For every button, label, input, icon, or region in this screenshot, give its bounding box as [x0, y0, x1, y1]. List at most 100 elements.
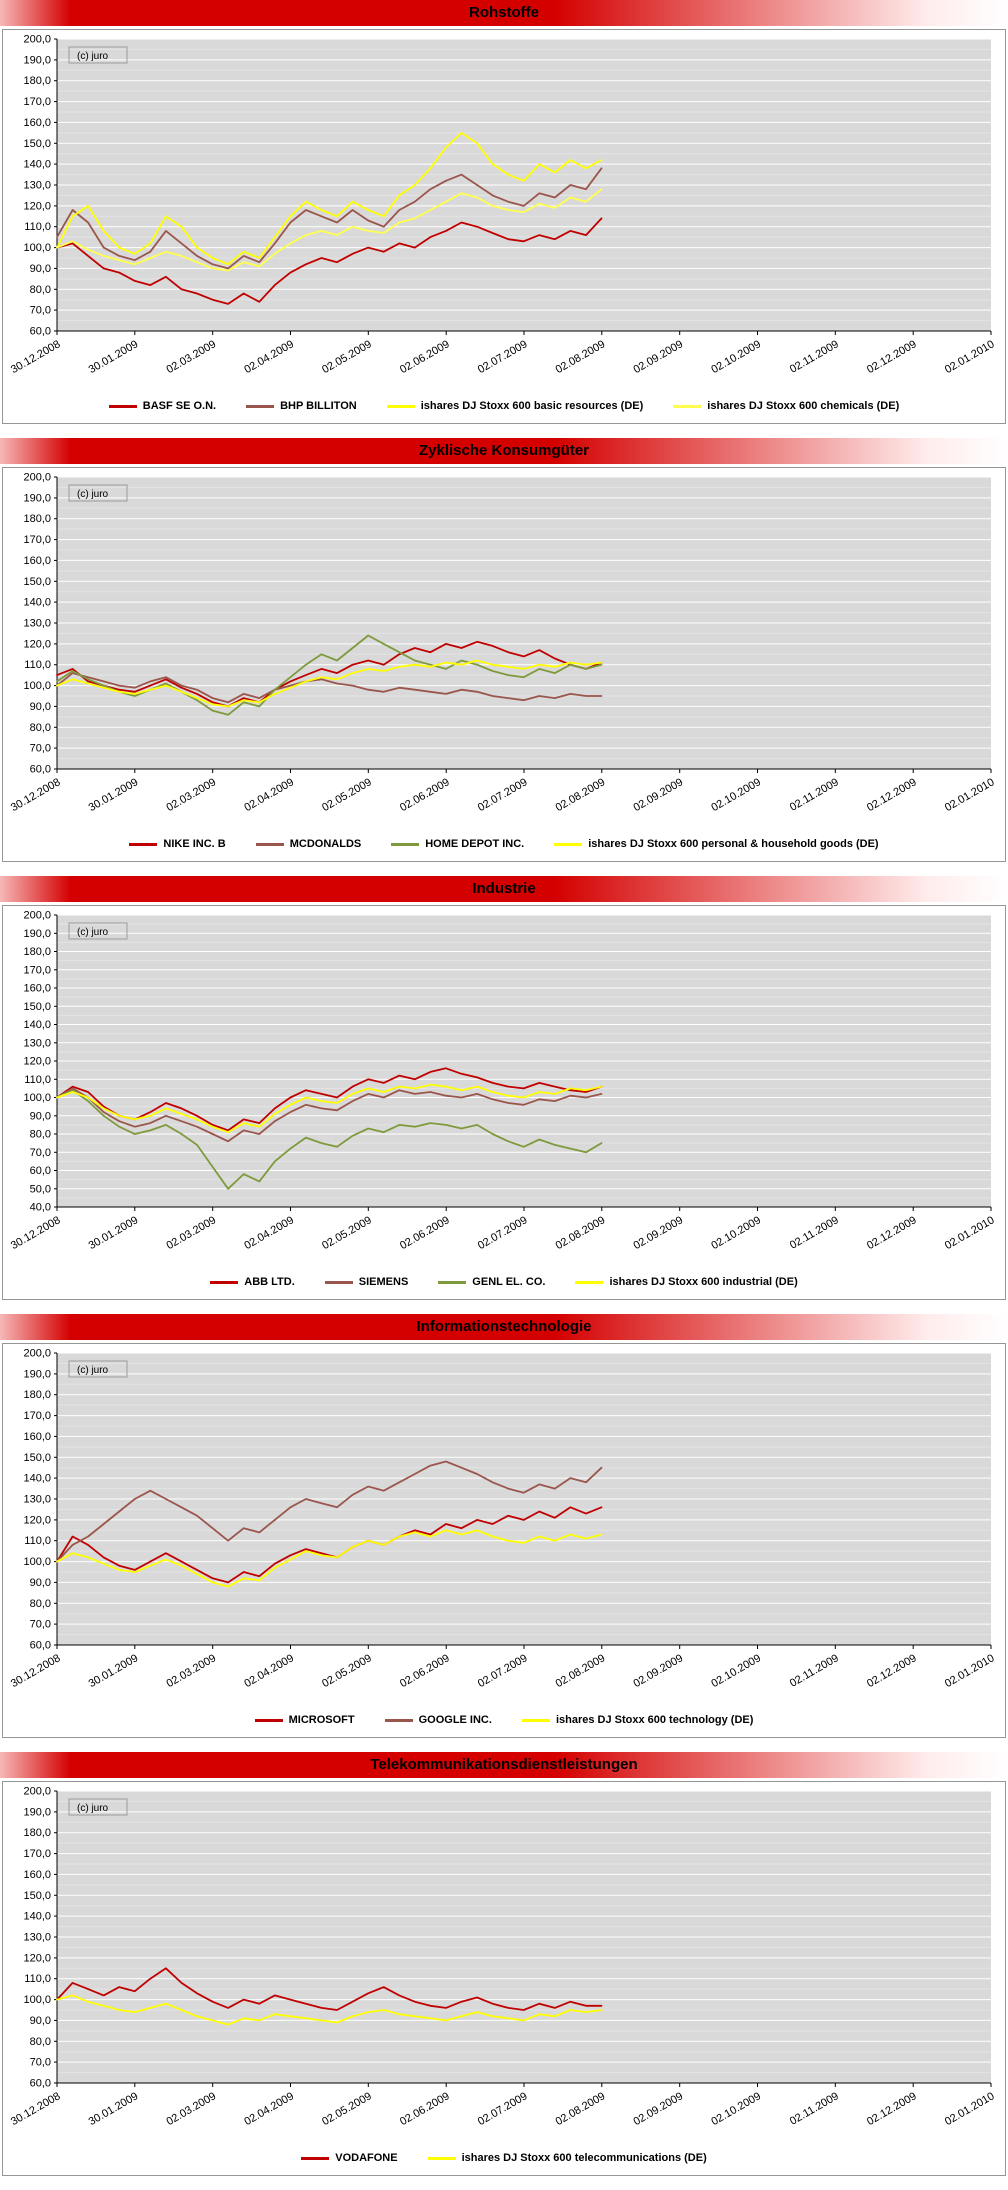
y-tick-label: 50,0: [30, 1183, 51, 1195]
y-tick-label: 110,0: [24, 1973, 51, 1985]
chart-plot-area: 60,0 70,0 80,0 90,0 100,0 110,0 120,0 130,0 140,…: [7, 1347, 1001, 1707]
y-tick-label: 160,0: [23, 983, 51, 995]
watermark-box: [68, 1360, 128, 1378]
x-tick-label: 02.11.2009: [788, 1652, 841, 1690]
x-tick-label: 02.01.2010: [943, 2090, 997, 2128]
watermark-box: [68, 1798, 128, 1816]
legend-swatch: [129, 842, 158, 846]
y-tick-label: 80,0: [30, 1598, 51, 1610]
legend-item: SIEMENS: [324, 1276, 408, 1288]
chart-title: Informationstechnologie: [416, 1318, 592, 1335]
legend-swatch: [427, 2156, 456, 2160]
chart-panel-zyklische-konsumgueter: Zyklische Konsumgüter 60,0 70,0 80,0 90,0 10…: [0, 438, 1008, 862]
y-tick-label: 60,0: [30, 2078, 51, 2090]
y-tick-label: 180,0: [23, 946, 51, 958]
legend-swatch: [575, 1280, 604, 1284]
line-chart: 60,0 70,0 80,0 90,0 100,0 110,0 120,0 130,0 140,…: [9, 1348, 997, 1691]
chart-box: 60,0 70,0 80,0 90,0 100,0 110,0 120,0 130,0 140,…: [2, 1781, 1006, 2176]
x-tick-label: 02.03.2009: [165, 2090, 219, 2128]
y-tick-label: 170,0: [23, 964, 51, 976]
x-tick-label: 02.06.2009: [398, 338, 452, 376]
x-tick-label: 02.06.2009: [398, 1652, 452, 1690]
series-line: [56, 672, 603, 704]
x-tick-label: 30.12.2008: [9, 2090, 63, 2128]
legend-label: ishares DJ Stoxx 600 chemicals (DE): [707, 400, 900, 412]
x-tick-label: 02.08.2009: [554, 338, 608, 376]
legend-item: NIKE INC. B: [129, 838, 226, 850]
y-tick-label: 150,0: [23, 1452, 51, 1464]
x-tick-label: 02.07.2009: [476, 1652, 530, 1690]
chart-panel-rohstoffe: Rohstoffe 60,0 70,0 80,0 90,0 100,0 110,0 120,…: [0, 0, 1008, 424]
y-tick-label: 110,0: [24, 1535, 51, 1547]
y-tick-label: 180,0: [23, 1389, 51, 1401]
x-tick-label: 30.01.2009: [87, 1652, 141, 1690]
chart-title: Rohstoffe: [469, 4, 539, 21]
y-tick-label: 130,0: [23, 1494, 51, 1506]
y-tick-label: 90,0: [30, 2015, 51, 2027]
x-tick-label: 02.03.2009: [165, 776, 219, 814]
y-tick-label: 100,0: [23, 242, 51, 254]
y-tick-label: 160,0: [23, 117, 51, 129]
chart-plot-area: 40,0 50,0 60,0 70,0 80,0 90,0 100,0 110,0 120,0 1…: [7, 909, 1001, 1269]
y-tick-label: 180,0: [23, 1827, 51, 1839]
x-tick-label: 02.01.2010: [943, 776, 997, 814]
x-tick-label: 30.12.2008: [9, 1214, 63, 1252]
legend-label: ishares DJ Stoxx 600 personal & househol…: [588, 838, 879, 850]
y-tick-label: 70,0: [30, 1619, 51, 1631]
chart-plot-area: 60,0 70,0 80,0 90,0 100,0 110,0 120,0 130,0 140,…: [7, 1785, 1001, 2145]
legend-item: ishares DJ Stoxx 600 telecommunications …: [427, 2152, 707, 2164]
x-tick-label: 30.12.2008: [9, 1652, 63, 1690]
x-tick-label: 02.10.2009: [709, 1652, 763, 1690]
y-tick-label: 170,0: [23, 534, 51, 546]
y-tick-label: 40,0: [30, 1202, 51, 1214]
legend-label: VODAFONE: [335, 2152, 398, 2164]
y-tick-label: 130,0: [23, 180, 51, 192]
y-tick-label: 60,0: [30, 1640, 51, 1652]
legend-swatch: [384, 1718, 413, 1722]
x-tick-label: 02.01.2010: [943, 338, 997, 376]
y-tick-label: 190,0: [23, 928, 51, 940]
legend-label: HOME DEPOT INC.: [425, 838, 525, 850]
chart-box: 60,0 70,0 80,0 90,0 100,0 110,0 120,0 130,0 140,…: [2, 1343, 1006, 1738]
y-tick-label: 140,0: [23, 597, 51, 609]
watermark: (c) juro: [77, 1365, 109, 1376]
series-line: [56, 167, 603, 270]
x-tick-label: 02.04.2009: [242, 338, 296, 376]
legend-label: BHP BILLITON: [280, 400, 357, 412]
x-tick-label: 30.01.2009: [87, 338, 141, 376]
legend-item: GENL EL. CO.: [438, 1276, 545, 1288]
x-tick-label: 02.01.2010: [943, 1214, 997, 1252]
y-tick-label: 100,0: [23, 680, 51, 692]
x-tick-label: 02.04.2009: [242, 1652, 296, 1690]
y-tick-label: 170,0: [23, 1848, 51, 1860]
x-tick-label: 02.08.2009: [554, 1214, 608, 1252]
x-tick-label: 02.04.2009: [242, 2090, 296, 2128]
watermark-box: [68, 46, 128, 64]
legend-label: ishares DJ Stoxx 600 industrial (DE): [609, 1276, 798, 1288]
x-tick-label: 02.12.2009: [865, 1214, 919, 1252]
y-tick-label: 160,0: [23, 1869, 51, 1881]
series-line: [56, 132, 603, 266]
legend-item: MCDONALDS: [255, 838, 361, 850]
y-tick-label: 140,0: [23, 1473, 51, 1485]
y-tick-label: 60,0: [30, 326, 51, 338]
x-tick-label: 02.04.2009: [242, 1214, 296, 1252]
legend-label: GOOGLE INC.: [418, 1714, 492, 1726]
y-tick-label: 200,0: [23, 910, 51, 922]
y-tick-label: 60,0: [30, 1165, 51, 1177]
y-tick-label: 80,0: [30, 722, 51, 734]
x-tick-label: 02.08.2009: [554, 2090, 608, 2128]
y-tick-label: 150,0: [23, 138, 51, 150]
legend-swatch: [255, 842, 284, 846]
y-tick-label: 60,0: [30, 764, 51, 776]
x-tick-label: 02.07.2009: [476, 338, 530, 376]
legend-item: BASF SE O.N.: [108, 400, 216, 412]
legend-label: NIKE INC. B: [163, 838, 226, 850]
legend-swatch: [521, 1718, 550, 1722]
watermark-box: [68, 484, 128, 502]
legend-item: GOOGLE INC.: [384, 1714, 492, 1726]
legend-item: ishares DJ Stoxx 600 technology (DE): [521, 1714, 753, 1726]
legend-item: MICROSOFT: [254, 1714, 355, 1726]
x-tick-label: 30.01.2009: [87, 1214, 141, 1252]
